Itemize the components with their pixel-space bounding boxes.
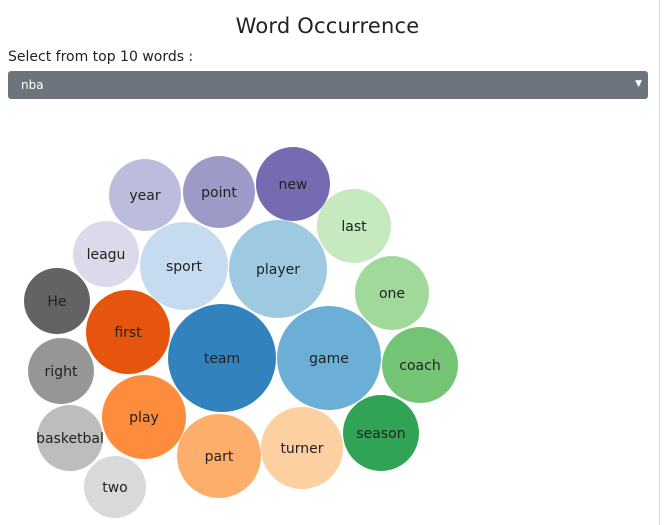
bubble-last[interactable]: last [317,189,391,263]
right-border [659,0,660,525]
chevron-down-icon: ▼ [635,79,642,89]
bubble-label-right: right [45,364,78,380]
bubble-label-new: new [279,177,308,193]
bubble-circle-game[interactable] [277,306,381,410]
page-title: Word Occurrence [235,14,420,38]
bubble-circle-player[interactable] [229,220,327,318]
bubble-circle-season[interactable] [343,395,419,471]
bubble-he[interactable]: He [24,268,90,334]
bubble-leagu[interactable]: leagu [73,221,139,287]
bubble-circle-last[interactable] [317,189,391,263]
bubble-circle-part[interactable] [177,414,261,498]
bubble-label-season: season [356,426,405,442]
bubble-label-part: part [205,449,234,465]
bubble-game[interactable]: game [277,306,381,410]
bubble-circle-leagu[interactable] [73,221,139,287]
bubble-two[interactable]: two [84,456,146,518]
bubble-basketbal[interactable]: basketbal [36,405,104,471]
word-select-value: nba [21,78,44,92]
bubble-circle-two[interactable] [84,456,146,518]
bubble-play[interactable]: play [102,375,186,459]
bubble-season[interactable]: season [343,395,419,471]
bubble-turner[interactable]: turner [261,407,343,489]
bubble-label-two: two [102,480,128,496]
select-label: Select from top 10 words : [8,49,194,65]
bubble-label-sport: sport [166,259,203,275]
bubble-label-turner: turner [280,441,323,457]
bubble-label-first: first [114,325,142,341]
bubble-label-last: last [341,219,367,235]
bubble-circle-play[interactable] [102,375,186,459]
bubble-sport[interactable]: sport [140,222,228,310]
bubble-label-team: team [204,351,240,367]
bubble-year[interactable]: year [109,159,181,231]
bubble-label-leagu: leagu [87,247,126,263]
bubble-label-year: year [129,188,160,204]
bubble-team[interactable]: team [168,304,276,412]
word-select[interactable]: nba ▼ [8,71,648,99]
bubble-circle-point[interactable] [183,156,255,228]
bubble-part[interactable]: part [177,414,261,498]
bubble-circle-turner[interactable] [261,407,343,489]
bubble-label-one: one [379,286,405,302]
bubble-label-point: point [201,185,237,201]
bubble-right[interactable]: right [28,338,94,404]
bubble-label-player: player [256,262,300,278]
bubble-label-coach: coach [399,358,440,374]
bubble-label-game: game [309,351,349,367]
bubble-circle-team[interactable] [168,304,276,412]
bubble-point[interactable]: point [183,156,255,228]
bubble-label-play: play [129,410,159,426]
bubble-circle-one[interactable] [355,256,429,330]
bubble-circle-he[interactable] [24,268,90,334]
bubble-coach[interactable]: coach [382,327,458,403]
bubble-circle-sport[interactable] [140,222,228,310]
bubble-label-he: He [47,294,66,310]
bubble-circle-basketbal[interactable] [37,405,103,471]
bubble-circle-new[interactable] [256,147,330,221]
bubble-first[interactable]: first [86,290,170,374]
bubble-circle-year[interactable] [109,159,181,231]
bubble-player[interactable]: player [229,220,327,318]
bubble-circle-coach[interactable] [382,327,458,403]
bubble-new[interactable]: new [256,147,330,221]
bubble-circle-first[interactable] [86,290,170,374]
bubble-one[interactable]: one [355,256,429,330]
bubble-label-basketbal: basketbal [36,431,104,447]
bubble-circle-right[interactable] [28,338,94,404]
